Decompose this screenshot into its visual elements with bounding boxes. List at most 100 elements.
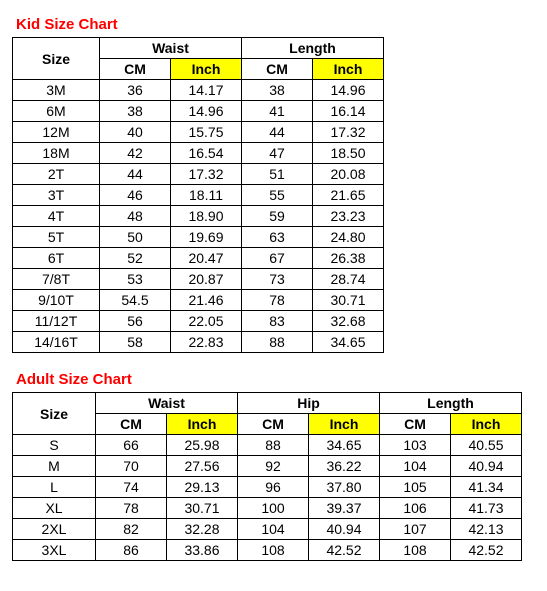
kid-header-row-1: Size Waist Length: [13, 38, 384, 59]
adult-waist-in-cell: 30.71: [167, 498, 238, 519]
adult-length-cm-cell: 107: [380, 519, 451, 540]
table-row: L7429.139637.8010541.34: [13, 477, 522, 498]
adult-hip-cm-cell: 108: [238, 540, 309, 561]
adult-col-size: Size: [13, 393, 96, 435]
adult-length-in-cell: 41.73: [451, 498, 522, 519]
kid-waist-in-cell: 19.69: [171, 227, 242, 248]
kid-waist-in-cell: 17.32: [171, 164, 242, 185]
kid-size-table: Size Waist Length CM Inch CM Inch 3M3614…: [12, 37, 384, 353]
adult-waist-cm-header: CM: [96, 414, 167, 435]
kid-length-cm-cell: 83: [242, 311, 313, 332]
kid-length-in-cell: 23.23: [313, 206, 384, 227]
adult-length-in-cell: 40.94: [451, 456, 522, 477]
kid-chart-title: Kid Size Chart: [16, 16, 535, 33]
kid-length-in-header: Inch: [313, 59, 384, 80]
kid-length-cm-cell: 44: [242, 122, 313, 143]
kid-col-length: Length: [242, 38, 384, 59]
kid-size-cell: 4T: [13, 206, 100, 227]
adult-size-cell: S: [13, 435, 96, 456]
adult-length-in-cell: 42.52: [451, 540, 522, 561]
kid-waist-in-cell: 16.54: [171, 143, 242, 164]
adult-length-in-cell: 40.55: [451, 435, 522, 456]
adult-length-in-cell: 42.13: [451, 519, 522, 540]
kid-waist-in-cell: 18.11: [171, 185, 242, 206]
kid-size-cell: 9/10T: [13, 290, 100, 311]
adult-size-cell: XL: [13, 498, 96, 519]
adult-waist-cm-cell: 66: [96, 435, 167, 456]
table-row: 5T5019.696324.80: [13, 227, 384, 248]
kid-col-size: Size: [13, 38, 100, 80]
kid-length-cm-cell: 78: [242, 290, 313, 311]
kid-length-in-cell: 21.65: [313, 185, 384, 206]
kid-length-cm-cell: 59: [242, 206, 313, 227]
table-row: 3XL8633.8610842.5210842.52: [13, 540, 522, 561]
kid-waist-cm-cell: 38: [100, 101, 171, 122]
adult-hip-in-cell: 36.22: [309, 456, 380, 477]
kid-length-in-cell: 28.74: [313, 269, 384, 290]
adult-hip-in-cell: 34.65: [309, 435, 380, 456]
kid-length-in-cell: 17.32: [313, 122, 384, 143]
adult-waist-in-header: Inch: [167, 414, 238, 435]
adult-size-table: Size Waist Hip Length CM Inch CM Inch CM…: [12, 392, 522, 561]
kid-size-cell: 14/16T: [13, 332, 100, 353]
table-row: M7027.569236.2210440.94: [13, 456, 522, 477]
adult-waist-cm-cell: 74: [96, 477, 167, 498]
adult-size-cell: 3XL: [13, 540, 96, 561]
kid-waist-cm-cell: 54.5: [100, 290, 171, 311]
adult-waist-cm-cell: 78: [96, 498, 167, 519]
adult-waist-in-cell: 29.13: [167, 477, 238, 498]
kid-length-in-cell: 30.71: [313, 290, 384, 311]
kid-waist-cm-cell: 42: [100, 143, 171, 164]
kid-length-in-cell: 32.68: [313, 311, 384, 332]
kid-length-in-cell: 14.96: [313, 80, 384, 101]
table-row: 3T4618.115521.65: [13, 185, 384, 206]
adult-hip-cm-cell: 100: [238, 498, 309, 519]
kid-size-cell: 7/8T: [13, 269, 100, 290]
adult-waist-cm-cell: 70: [96, 456, 167, 477]
kid-size-cell: 6T: [13, 248, 100, 269]
kid-length-cm-cell: 38: [242, 80, 313, 101]
adult-waist-in-cell: 33.86: [167, 540, 238, 561]
adult-hip-in-cell: 42.52: [309, 540, 380, 561]
kid-waist-cm-cell: 40: [100, 122, 171, 143]
kid-length-in-cell: 24.80: [313, 227, 384, 248]
adult-hip-cm-cell: 104: [238, 519, 309, 540]
kid-waist-cm-cell: 53: [100, 269, 171, 290]
adult-col-waist: Waist: [96, 393, 238, 414]
kid-size-cell: 3M: [13, 80, 100, 101]
kid-waist-cm-cell: 56: [100, 311, 171, 332]
adult-col-length: Length: [380, 393, 522, 414]
adult-hip-in-cell: 39.37: [309, 498, 380, 519]
table-row: 7/8T5320.877328.74: [13, 269, 384, 290]
kid-waist-in-cell: 14.96: [171, 101, 242, 122]
kid-size-cell: 12M: [13, 122, 100, 143]
table-row: 6T5220.476726.38: [13, 248, 384, 269]
adult-waist-cm-cell: 86: [96, 540, 167, 561]
kid-length-cm-cell: 67: [242, 248, 313, 269]
kid-length-in-cell: 26.38: [313, 248, 384, 269]
kid-size-cell: 5T: [13, 227, 100, 248]
kid-waist-cm-cell: 36: [100, 80, 171, 101]
kid-length-in-cell: 20.08: [313, 164, 384, 185]
table-row: S6625.988834.6510340.55: [13, 435, 522, 456]
adult-length-cm-cell: 105: [380, 477, 451, 498]
kid-waist-in-cell: 18.90: [171, 206, 242, 227]
kid-waist-cm-header: CM: [100, 59, 171, 80]
adult-length-in-header: Inch: [451, 414, 522, 435]
kid-length-cm-cell: 51: [242, 164, 313, 185]
adult-waist-in-cell: 25.98: [167, 435, 238, 456]
kid-waist-cm-cell: 44: [100, 164, 171, 185]
kid-length-cm-cell: 73: [242, 269, 313, 290]
kid-size-cell: 3T: [13, 185, 100, 206]
adult-waist-in-cell: 32.28: [167, 519, 238, 540]
adult-hip-in-cell: 37.80: [309, 477, 380, 498]
adult-length-cm-cell: 108: [380, 540, 451, 561]
kid-length-in-cell: 18.50: [313, 143, 384, 164]
kid-waist-in-cell: 22.83: [171, 332, 242, 353]
adult-hip-cm-header: CM: [238, 414, 309, 435]
kid-waist-in-cell: 15.75: [171, 122, 242, 143]
kid-length-in-cell: 16.14: [313, 101, 384, 122]
kid-length-cm-cell: 88: [242, 332, 313, 353]
table-row: 2T4417.325120.08: [13, 164, 384, 185]
kid-length-cm-cell: 55: [242, 185, 313, 206]
